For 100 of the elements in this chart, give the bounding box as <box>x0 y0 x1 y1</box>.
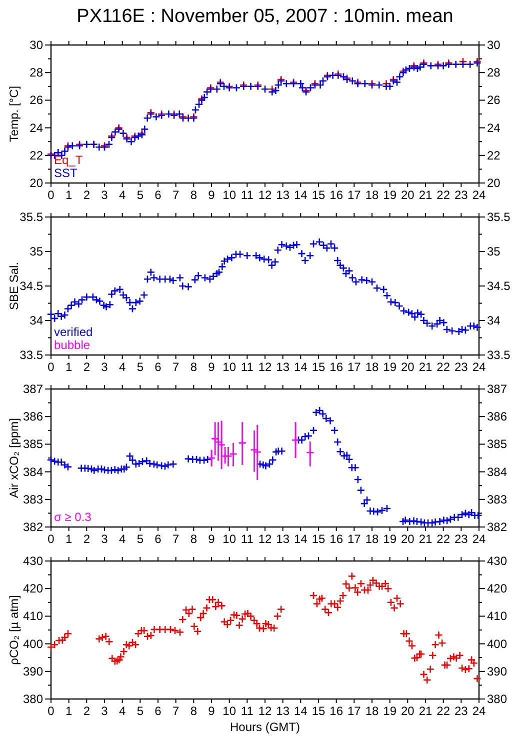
x-tick-label: 2 <box>83 360 90 374</box>
y-tick-label: 386 <box>22 410 44 424</box>
y2-tick-label: 385 <box>487 437 508 452</box>
x-tick-label: 8 <box>190 532 198 546</box>
x-tick-label: 9 <box>208 360 216 374</box>
x-tick-label: 13 <box>276 704 290 718</box>
x-tick-label: 0 <box>48 188 55 202</box>
x-tick-label: 24 <box>472 360 486 374</box>
x-tick-label: 4 <box>118 188 126 202</box>
y2-tick-label: 390 <box>487 664 508 678</box>
x-tick-label: 6 <box>154 188 162 202</box>
chart-title: PX116E : November 05, 2007 : 10min. mean <box>76 6 454 27</box>
y2-tick-label: 26 <box>487 93 501 108</box>
y2-tick-label: 430 <box>487 554 508 568</box>
y-tick-label: 382 <box>22 520 44 534</box>
x-tick-label: 17 <box>347 188 362 202</box>
x-tick-label: 17 <box>347 704 362 718</box>
x-tick-label: 20 <box>400 532 415 546</box>
x-tick-label: 0 <box>48 704 55 718</box>
y2-tick-label: 34 <box>487 314 501 328</box>
y2-tick-label: 22 <box>487 148 501 162</box>
x-tick-label: 1 <box>65 704 72 718</box>
x-tick-label: 24 <box>472 532 486 546</box>
series-label: SST <box>54 166 78 180</box>
x-tick-label: 4 <box>118 532 126 546</box>
y-tick-label: 24 <box>30 120 44 135</box>
y2-tick-label: 28 <box>487 66 501 80</box>
x-tick-label: 11 <box>240 532 254 546</box>
x-tick-label: 10 <box>222 532 236 546</box>
y2-tick-label: 384 <box>487 464 508 479</box>
y-tick-label: 383 <box>22 492 44 506</box>
y2-tick-label: 383 <box>487 492 508 506</box>
x-tick-label: 10 <box>222 360 236 374</box>
y2-tick-label: 420 <box>487 582 508 596</box>
x-tick-label: 11 <box>240 360 254 374</box>
y2-tick-label: 400 <box>487 636 508 651</box>
x-tick-label: 5 <box>136 704 144 718</box>
x-tick-label: 20 <box>400 360 415 374</box>
x-tick-label: 24 <box>472 704 486 718</box>
x-tick-label: 3 <box>101 532 108 546</box>
y-tick-label: 390 <box>22 664 44 678</box>
x-tick-label: 21 <box>418 188 432 202</box>
x-tick-label: 13 <box>276 360 290 374</box>
x-tick-label: 5 <box>136 188 144 202</box>
y-tick-label: 420 <box>22 582 44 596</box>
x-tick-label: 12 <box>258 188 272 202</box>
x-tick-label: 2 <box>83 532 90 546</box>
x-tick-label: 18 <box>365 532 379 546</box>
x-tick-label: 1 <box>65 532 72 546</box>
x-tick-label: 23 <box>454 532 468 546</box>
x-tick-label: 14 <box>294 704 308 718</box>
x-tick-label: 23 <box>454 704 468 718</box>
x-tick-label: 10 <box>222 704 236 718</box>
x-tick-label: 1 <box>65 188 72 202</box>
x-tick-label: 12 <box>258 532 272 546</box>
x-tick-label: 14 <box>294 532 308 546</box>
x-tick-label: 6 <box>154 360 162 374</box>
x-tick-label: 19 <box>383 360 397 374</box>
y2-tick-label: 410 <box>487 609 508 624</box>
x-tick-label: 16 <box>330 360 344 374</box>
x-tick-label: 22 <box>436 360 450 374</box>
x-tick-label: 23 <box>454 188 468 202</box>
y-tick-label: 26 <box>30 93 44 108</box>
x-tick-label: 18 <box>365 360 379 374</box>
series-label: verified <box>54 325 93 339</box>
x-tick-label: 1 <box>65 360 72 374</box>
x-tick-label: 16 <box>330 532 344 546</box>
x-tick-label: 13 <box>276 532 290 546</box>
x-tick-label: 14 <box>294 360 308 374</box>
y-tick-label: 430 <box>22 554 44 568</box>
y2-tick-label: 387 <box>487 382 508 396</box>
x-tick-label: 15 <box>312 532 326 546</box>
x-tick-label: 3 <box>101 188 108 202</box>
y-tick-label: 35.5 <box>20 210 44 224</box>
y-tick-label: 34.5 <box>20 279 44 293</box>
y-axis-title: SBE Sal. <box>7 262 21 310</box>
x-tick-label: 20 <box>400 188 415 202</box>
y-tick-label: 22 <box>30 148 44 162</box>
x-tick-label: 21 <box>418 532 432 546</box>
legend-label: bubble <box>54 338 90 352</box>
x-tick-label: 19 <box>383 188 397 202</box>
y2-tick-label: 386 <box>487 410 508 424</box>
x-tick-label: 2 <box>83 188 90 202</box>
x-tick-label: 18 <box>365 704 379 718</box>
y2-tick-label: 35 <box>487 244 501 258</box>
x-tick-label: 2 <box>83 704 90 718</box>
x-tick-label: 16 <box>330 704 344 718</box>
y-tick-label: 28 <box>30 66 44 80</box>
x-tick-label: 15 <box>312 360 326 374</box>
y2-tick-label: 34.5 <box>487 279 511 293</box>
y-tick-label: 384 <box>22 464 44 479</box>
y-axis-title: Temp. [°C] <box>7 86 21 142</box>
x-tick-label: 7 <box>172 188 180 202</box>
x-tick-label: 22 <box>436 704 450 718</box>
y2-tick-label: 380 <box>487 692 508 706</box>
y2-tick-label: 35.5 <box>487 210 511 224</box>
x-tick-label: 13 <box>276 188 290 202</box>
x-tick-label: 17 <box>347 360 362 374</box>
y-tick-label: 30 <box>30 38 44 52</box>
x-tick-label: 6 <box>154 704 162 718</box>
